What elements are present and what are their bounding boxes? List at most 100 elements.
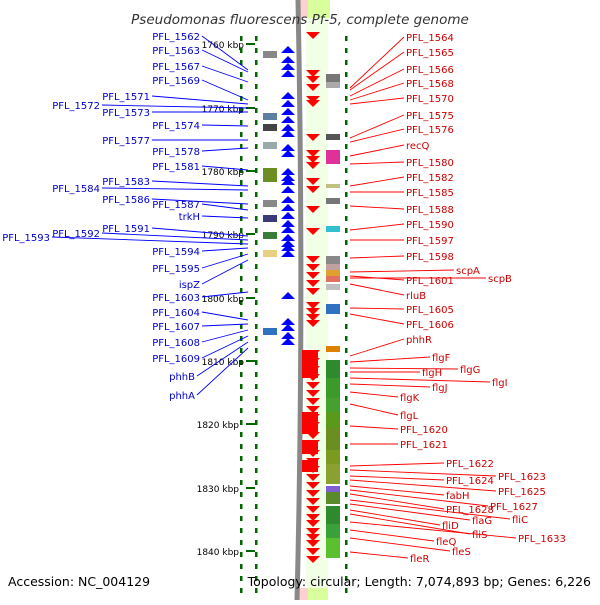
reverse-gene-arrow — [306, 280, 320, 287]
reverse-gene-arrow — [306, 556, 320, 563]
reverse-gene-leader — [349, 551, 409, 559]
forward-gene-leader — [201, 311, 249, 321]
reverse-gene-label: fleQ — [436, 537, 456, 548]
forward-gene-arrow — [281, 130, 295, 137]
forward-gene-leader — [201, 291, 249, 298]
forward-gene-label: PFL_1586 — [102, 195, 150, 206]
forward-gene-label: PFL_1603 — [152, 293, 200, 304]
forward-gene-arrow — [281, 92, 295, 99]
reverse-gene-leader — [349, 338, 405, 357]
reverse-gene-leader — [349, 503, 471, 521]
backbone-line — [294, 0, 304, 601]
reverse-gene-leader — [349, 462, 445, 467]
reverse-gene-arrow — [306, 548, 320, 555]
forward-gene-label: PFL_1581 — [152, 162, 200, 173]
reverse-gene-leader — [349, 82, 405, 101]
map-title: Pseudomonas fluorescens Pf-5, complete g… — [131, 12, 469, 28]
forward-gene-leader — [201, 165, 249, 171]
reverse-scale-tick — [345, 108, 348, 113]
reverse-gene-arrow — [306, 100, 320, 107]
forward-gene-label: PFL_1562 — [152, 32, 200, 43]
forward-gene-arrow — [281, 338, 295, 345]
reverse-gene-label: scpB — [488, 274, 512, 285]
outer-scale-tick — [240, 516, 243, 521]
outer-scale-tick — [240, 372, 243, 377]
forward-gene-arrow — [281, 70, 295, 77]
reverse-gene-leader — [349, 367, 459, 370]
reverse-gene-arrow — [306, 302, 320, 309]
forward-gene-label: PFL_1569 — [152, 76, 200, 87]
reverse-gene-arrow — [306, 406, 320, 413]
inner-scale-tick — [255, 564, 258, 569]
reverse-gene-block — [326, 134, 340, 140]
reverse-gene-block — [302, 460, 318, 472]
top-highlight — [300, 0, 308, 18]
reverse-gene-block — [302, 350, 318, 378]
reverse-scale-tick — [345, 552, 348, 557]
reverse-scale-tick — [345, 276, 348, 281]
reverse-gene-block — [326, 270, 340, 276]
outer-scale-tick — [240, 72, 243, 77]
inner-scale-tick — [255, 420, 258, 425]
reverse-scale-tick — [345, 372, 348, 377]
inner-scale-tick — [255, 432, 258, 437]
reverse-scale-tick — [345, 396, 348, 401]
inner-scale-tick — [255, 348, 258, 353]
reverse-gene-label: fliD — [442, 521, 459, 532]
reverse-gene-leader — [349, 51, 405, 91]
reverse-gene-leader — [349, 391, 399, 398]
reverse-gene-label: PFL_1590 — [406, 220, 454, 231]
reverse-scale-tick — [345, 360, 348, 365]
forward-gene-arrow — [281, 168, 295, 175]
reverse-gene-leader — [349, 493, 445, 510]
scale-label: 1770 kbp — [202, 105, 245, 115]
inner-scale-tick — [255, 264, 258, 269]
outer-scale-tick — [240, 192, 243, 197]
forward-gene-arrow — [281, 250, 295, 257]
reverse-gene-label: PFL_1605 — [406, 305, 454, 316]
reverse-scale-tick — [345, 168, 348, 173]
reverse-gene-label: flgG — [460, 365, 480, 376]
reverse-gene-arrow — [306, 186, 320, 193]
reverse-gene-leader — [349, 425, 399, 430]
reverse-gene-leader — [349, 269, 455, 273]
reverse-gene-label: PFL_1622 — [446, 459, 494, 470]
inner-scale-tick — [255, 84, 258, 89]
reverse-gene-leader — [349, 356, 431, 363]
reverse-gene-block — [302, 412, 318, 434]
reverse-gene-label: PFL_1620 — [400, 425, 448, 436]
reverse-gene-block — [326, 284, 340, 290]
forward-gene-label: PFL_1607 — [152, 322, 200, 333]
reverse-gene-label: flgI — [492, 378, 508, 389]
reverse-gene-label: fliC — [512, 515, 528, 526]
reverse-scale-tick — [345, 432, 348, 437]
reverse-scale-tick — [345, 420, 348, 425]
forward-gene-label: trkH — [179, 212, 200, 223]
reverse-gene-arrow — [306, 490, 320, 497]
inner-scale-tick — [255, 528, 258, 533]
inner-scale-tick — [255, 120, 258, 125]
forward-gene-block — [263, 215, 277, 222]
reverse-gene-leader — [349, 383, 431, 388]
reverse-gene-block — [326, 360, 340, 378]
reverse-gene-label: flgH — [422, 368, 442, 379]
reverse-scale-tick — [345, 204, 348, 209]
inner-scale-tick — [255, 408, 258, 413]
inner-scale-tick — [255, 516, 258, 521]
reverse-gene-leader — [349, 403, 399, 416]
reverse-strand-band — [306, 0, 328, 600]
forward-gene-leader — [101, 232, 249, 241]
reverse-gene-label: fleR — [410, 554, 429, 565]
reverse-gene-block — [326, 82, 340, 88]
reverse-gene-leader — [349, 97, 405, 105]
forward-gene-label: phhB — [169, 372, 195, 383]
scale-label: 1810 kbp — [202, 358, 245, 368]
inner-scale-tick — [255, 456, 258, 461]
outer-scale-tick — [240, 276, 243, 281]
reverse-gene-leader — [349, 223, 405, 231]
inner-scale-tick — [255, 576, 258, 581]
forward-gene-leader — [201, 253, 249, 269]
inner-scale-tick — [255, 588, 258, 593]
reverse-gene-block — [326, 198, 340, 204]
